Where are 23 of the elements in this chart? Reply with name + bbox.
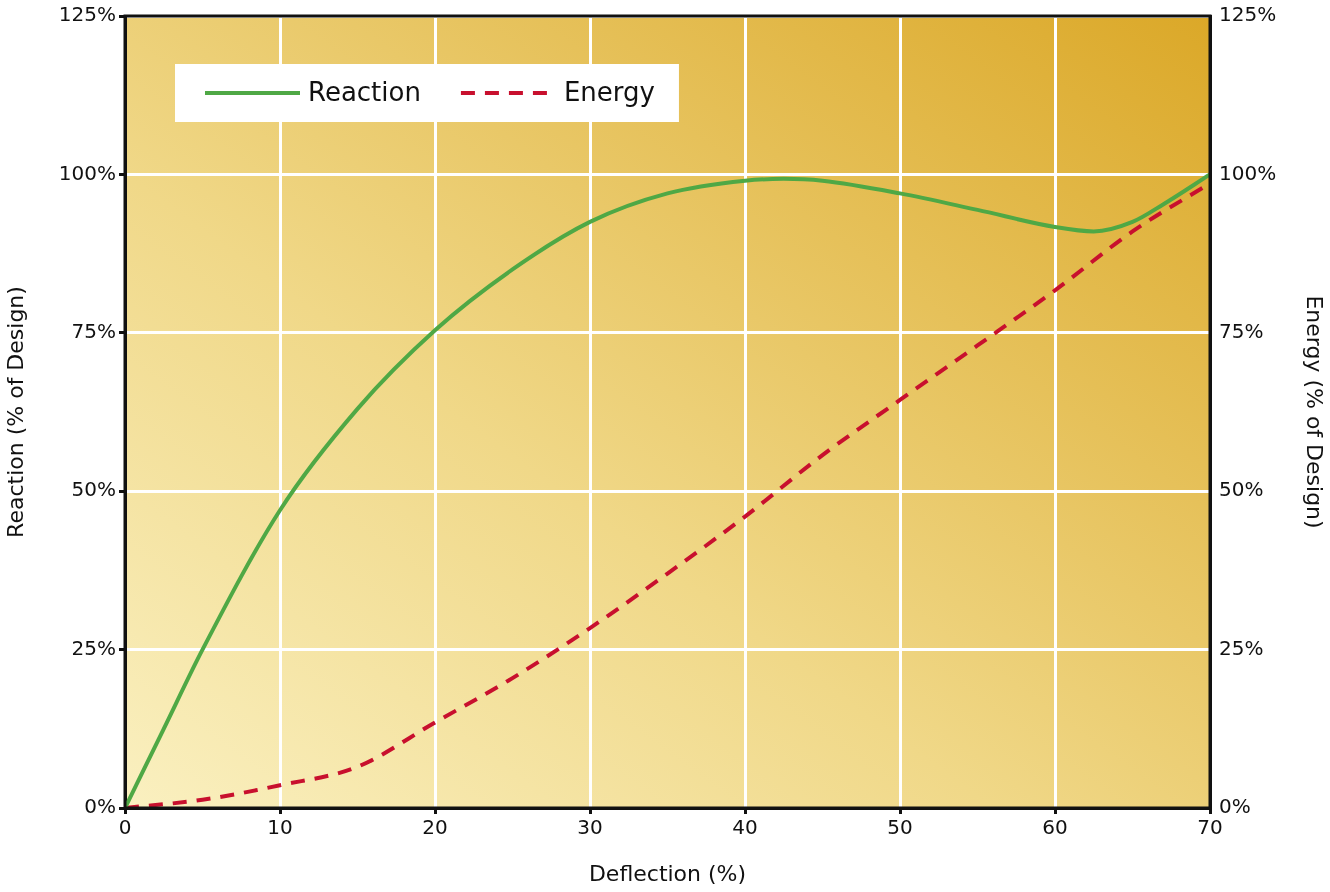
x-tick-label: 30 <box>577 815 603 840</box>
x-tick-label: 0 <box>118 815 132 840</box>
y-tick-label: 100% <box>58 160 116 185</box>
x-tick-label: 60 <box>1042 815 1068 840</box>
x-tick-label: 50 <box>887 815 913 840</box>
y-tick-label: 25% <box>71 635 116 660</box>
y-tick-label: 50% <box>71 477 116 502</box>
y2-tick-label: 125% <box>1219 2 1277 27</box>
y2-tick-label: 75% <box>1219 319 1264 343</box>
x-tick-label: 20 <box>422 815 448 840</box>
y-tick-label: 0% <box>84 794 116 819</box>
y2-tick-label: 100% <box>1219 160 1277 185</box>
y-tick-label: 75% <box>71 319 116 343</box>
x-tick-label: 40 <box>732 815 758 840</box>
legend-label: Energy <box>563 76 655 107</box>
y-axis-title: Reaction (% of Design) <box>2 286 28 538</box>
y2-axis-title: Energy (% of Design) <box>1302 295 1328 529</box>
y-tick-label: 125% <box>58 2 116 27</box>
y2-tick-label: 25% <box>1219 635 1264 660</box>
x-tick-label: 10 <box>267 815 293 840</box>
y2-tick-label: 50% <box>1219 477 1264 502</box>
x-axis-title: Deflection (%) <box>588 860 747 886</box>
legend-label: Reaction <box>308 76 421 107</box>
